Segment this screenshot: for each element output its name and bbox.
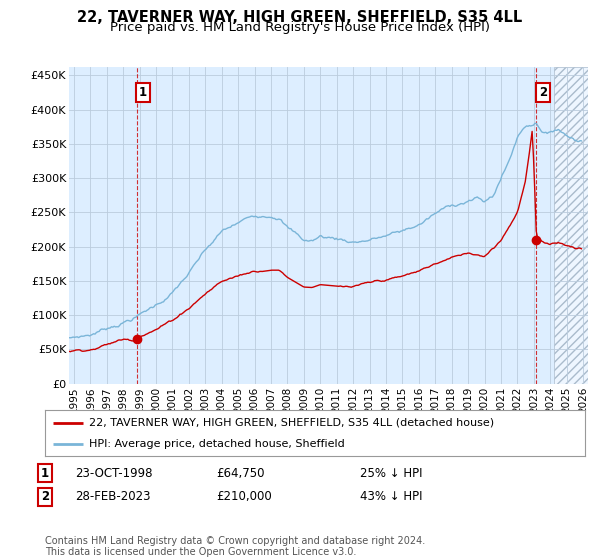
Text: Contains HM Land Registry data © Crown copyright and database right 2024.
This d: Contains HM Land Registry data © Crown c… [45, 535, 425, 557]
Bar [554, 67, 588, 384]
Text: 43% ↓ HPI: 43% ↓ HPI [360, 490, 422, 503]
Text: 2: 2 [539, 86, 547, 99]
Text: Price paid vs. HM Land Registry's House Price Index (HPI): Price paid vs. HM Land Registry's House … [110, 21, 490, 34]
Text: 2: 2 [41, 490, 49, 503]
Text: 1: 1 [139, 86, 147, 99]
Bar [554, 67, 588, 384]
Text: HPI: Average price, detached house, Sheffield: HPI: Average price, detached house, Shef… [89, 439, 345, 449]
Text: 22, TAVERNER WAY, HIGH GREEN, SHEFFIELD, S35 4LL: 22, TAVERNER WAY, HIGH GREEN, SHEFFIELD,… [77, 10, 523, 25]
Text: 25% ↓ HPI: 25% ↓ HPI [360, 466, 422, 480]
Text: 23-OCT-1998: 23-OCT-1998 [75, 466, 152, 480]
Text: £210,000: £210,000 [216, 490, 272, 503]
Text: 22, TAVERNER WAY, HIGH GREEN, SHEFFIELD, S35 4LL (detached house): 22, TAVERNER WAY, HIGH GREEN, SHEFFIELD,… [89, 418, 494, 428]
Text: 1: 1 [41, 466, 49, 480]
Text: 28-FEB-2023: 28-FEB-2023 [75, 490, 151, 503]
Text: £64,750: £64,750 [216, 466, 265, 480]
